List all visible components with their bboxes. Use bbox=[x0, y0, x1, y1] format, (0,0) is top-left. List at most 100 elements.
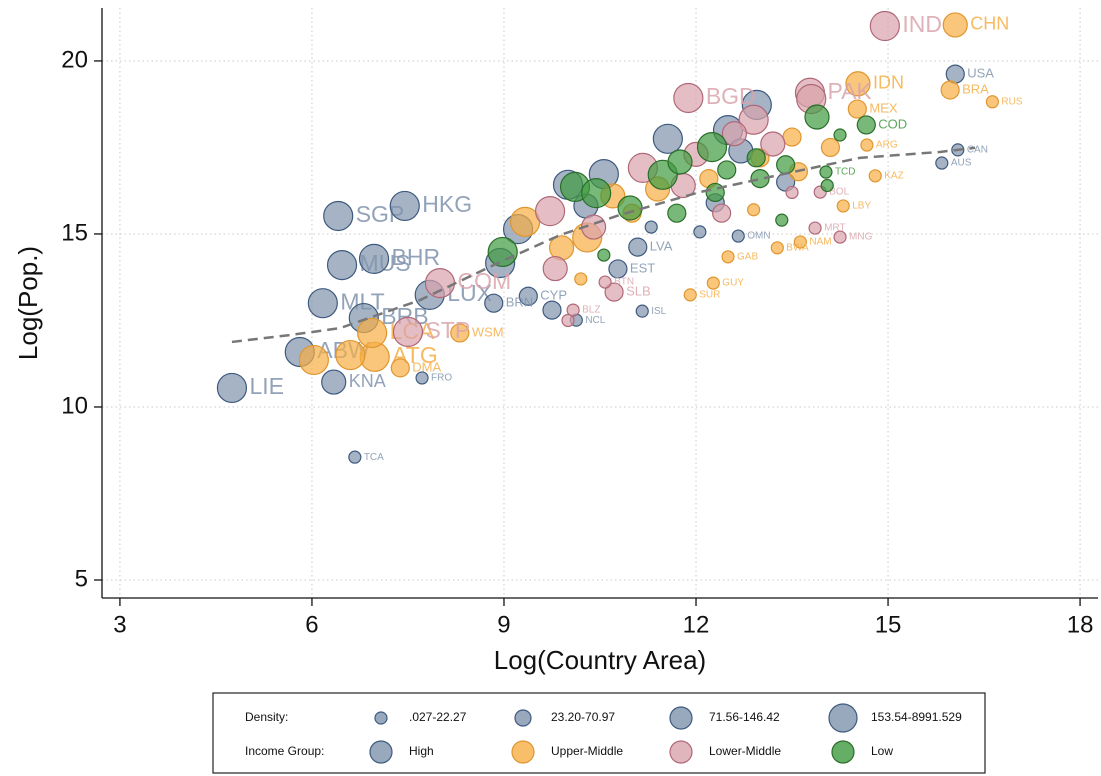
point bbox=[776, 155, 796, 175]
point bbox=[323, 200, 354, 232]
point bbox=[820, 178, 834, 193]
point bbox=[574, 272, 588, 286]
point bbox=[712, 203, 732, 223]
point bbox=[487, 236, 518, 268]
point-label: STP bbox=[425, 317, 470, 343]
point bbox=[836, 199, 850, 213]
point-label: BRN bbox=[506, 295, 533, 310]
legend-symbol bbox=[369, 740, 393, 764]
point bbox=[667, 149, 693, 175]
point bbox=[833, 128, 847, 142]
point-label: BRA bbox=[962, 81, 989, 96]
point bbox=[847, 99, 867, 119]
legend-title: Density: bbox=[245, 710, 288, 724]
point bbox=[390, 358, 410, 378]
legend-box bbox=[212, 692, 986, 774]
point bbox=[985, 95, 999, 109]
point bbox=[542, 255, 568, 282]
point bbox=[869, 10, 900, 42]
point-label: NCL bbox=[585, 315, 605, 326]
point-label: BLZ bbox=[582, 305, 600, 316]
x-tick-label: 6 bbox=[305, 611, 318, 638]
point bbox=[760, 131, 786, 157]
point bbox=[617, 195, 643, 221]
point bbox=[696, 132, 728, 163]
legend-symbol bbox=[374, 711, 388, 725]
point-label: WSM bbox=[472, 324, 504, 339]
point bbox=[484, 293, 504, 313]
point bbox=[321, 369, 347, 395]
legend-symbol bbox=[831, 740, 855, 764]
point-label: ISL bbox=[651, 306, 666, 317]
point bbox=[804, 104, 830, 130]
y-tick-label: 15 bbox=[61, 219, 88, 246]
y-axis-title: Log(Pop.) bbox=[13, 246, 43, 360]
legend-symbol bbox=[514, 709, 532, 727]
point bbox=[424, 268, 456, 299]
point-label: COD bbox=[878, 116, 907, 131]
point-label: BHR bbox=[392, 244, 441, 270]
point-label: LVA bbox=[650, 239, 673, 254]
point bbox=[348, 450, 362, 464]
y-tick-label: 10 bbox=[61, 392, 88, 419]
legend-label: Low bbox=[871, 744, 893, 758]
point bbox=[389, 190, 420, 222]
point-label: EST bbox=[630, 260, 655, 275]
y-tick-label: 5 bbox=[75, 565, 88, 592]
point bbox=[845, 71, 871, 97]
point bbox=[415, 371, 429, 385]
point bbox=[561, 313, 575, 328]
point-label: MNG bbox=[849, 232, 873, 243]
legend-label: 153.54-8991.529 bbox=[871, 710, 962, 724]
point bbox=[782, 127, 802, 147]
point bbox=[868, 169, 882, 183]
legend-label: .027-22.27 bbox=[409, 710, 467, 724]
point bbox=[693, 225, 707, 239]
point-label: USA bbox=[967, 66, 994, 81]
point-label: RUS bbox=[1001, 96, 1022, 107]
point bbox=[667, 203, 687, 223]
point-label: NAM bbox=[809, 237, 831, 248]
point bbox=[673, 82, 704, 114]
point-label: KAZ bbox=[884, 170, 903, 181]
point-label: IND bbox=[902, 11, 942, 37]
legend-label: 23.20-70.97 bbox=[551, 710, 615, 724]
point bbox=[731, 229, 745, 243]
point-label: FRO bbox=[431, 373, 452, 384]
point bbox=[770, 241, 784, 255]
point bbox=[604, 282, 624, 302]
point bbox=[819, 165, 833, 179]
point-label: GUY bbox=[722, 278, 744, 289]
point bbox=[860, 138, 874, 152]
point bbox=[335, 339, 366, 371]
point bbox=[307, 288, 338, 319]
x-tick-label: 12 bbox=[683, 611, 710, 638]
legend-symbol bbox=[669, 740, 693, 764]
x-tick-label: 18 bbox=[1067, 611, 1094, 638]
point bbox=[721, 121, 748, 147]
legend-label: Upper-Middle bbox=[551, 744, 623, 758]
point bbox=[216, 372, 248, 404]
x-axis-title: Log(Country Area) bbox=[494, 645, 706, 675]
x-tick-label: 3 bbox=[113, 611, 126, 638]
point bbox=[518, 286, 538, 306]
point-label: COM bbox=[457, 268, 511, 294]
point bbox=[542, 300, 562, 320]
point-label: HKG bbox=[422, 191, 472, 217]
point bbox=[942, 12, 968, 38]
point-label: BOL bbox=[829, 187, 849, 198]
point bbox=[945, 64, 965, 84]
point bbox=[785, 185, 799, 200]
point-label: GAB bbox=[737, 251, 758, 262]
point-label: LBY bbox=[852, 201, 871, 212]
point-label: DMA bbox=[412, 359, 441, 374]
point bbox=[450, 323, 470, 343]
point bbox=[746, 148, 766, 168]
point-label: AUS bbox=[951, 158, 972, 169]
point-label: OMN bbox=[747, 231, 770, 242]
point bbox=[775, 213, 789, 227]
x-tick-label: 15 bbox=[875, 611, 902, 638]
point-label: CAN bbox=[967, 145, 988, 156]
point bbox=[935, 156, 949, 170]
